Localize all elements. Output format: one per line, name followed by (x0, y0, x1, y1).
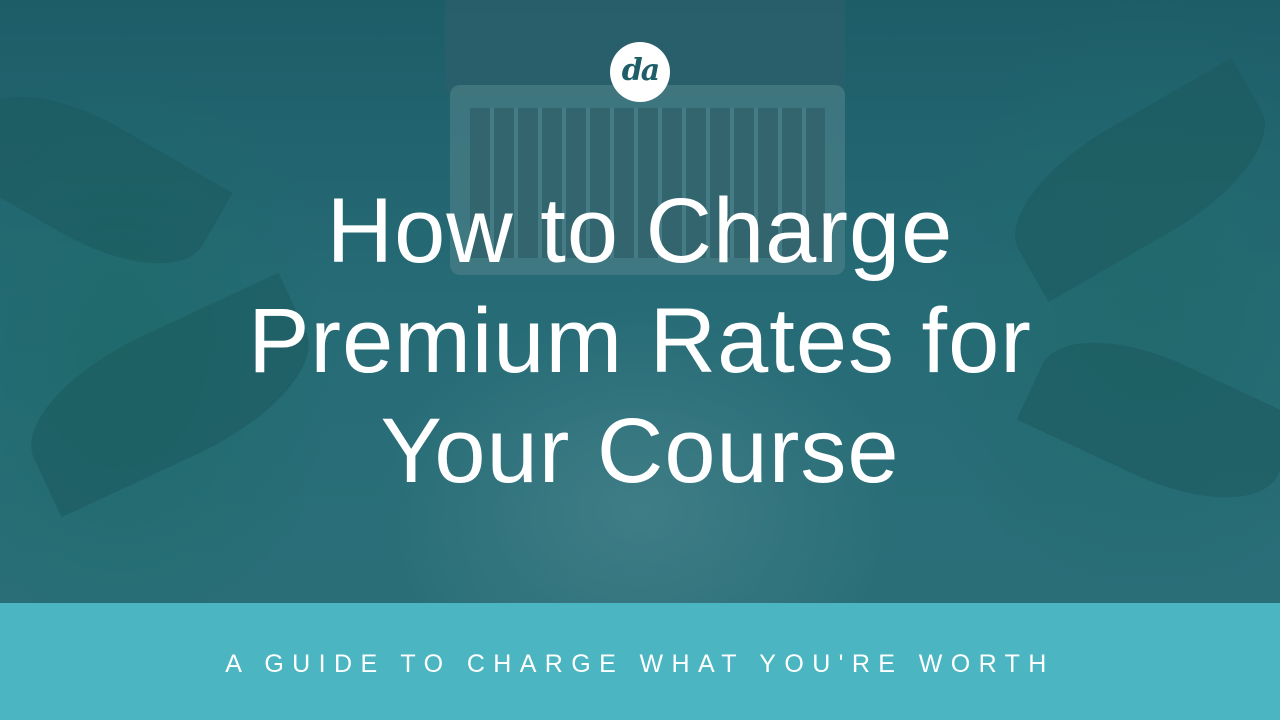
title-line-3: Your Course (380, 400, 900, 502)
subtitle: A GUIDE TO CHARGE WHAT YOU'RE WORTH (225, 650, 1055, 678)
title-line-2: Premium Rates for (248, 290, 1032, 392)
title-line-1: How to Charge (326, 180, 954, 282)
page-title: How to Charge Premium Rates for Your Cou… (0, 176, 1280, 506)
laptop-keyboard (470, 108, 825, 258)
brand-logo: da (610, 42, 670, 102)
logo-text: da (621, 52, 660, 88)
subtitle-banner: A GUIDE TO CHARGE WHAT YOU'RE WORTH (0, 603, 1280, 720)
